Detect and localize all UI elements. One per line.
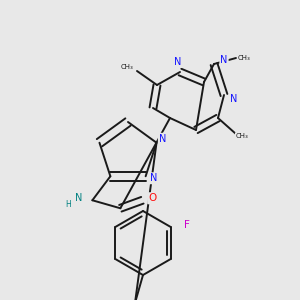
Text: O: O [148, 193, 157, 203]
Text: H: H [65, 200, 71, 209]
Text: F: F [184, 220, 190, 230]
Text: CH₃: CH₃ [121, 64, 134, 70]
Text: N: N [75, 193, 82, 203]
Text: N: N [150, 173, 157, 183]
Text: N: N [220, 55, 228, 65]
Text: CH₃: CH₃ [238, 55, 250, 61]
Text: N: N [230, 94, 238, 104]
Text: N: N [174, 57, 182, 67]
Text: N: N [159, 134, 166, 144]
Text: CH₃: CH₃ [236, 133, 248, 139]
